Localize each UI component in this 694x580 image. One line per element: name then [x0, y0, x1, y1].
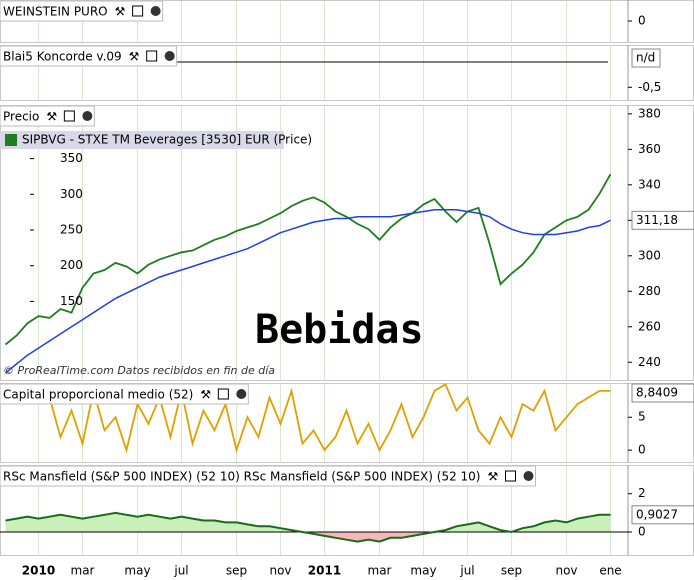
last-value-label: 0,9027 — [636, 507, 678, 521]
x-tick-label: sep — [501, 564, 522, 578]
wrench-icon: ⚒ — [488, 470, 499, 484]
last-value-box — [631, 505, 694, 525]
wrench-icon: ⚒ — [115, 5, 126, 19]
status-label: n/d — [636, 51, 655, 65]
y-tick-label: 0 — [638, 14, 646, 28]
panel-title: WEINSTEIN PURO — [3, 5, 108, 19]
x-tick-label: nov — [555, 564, 577, 578]
panel-title-bg — [0, 45, 178, 67]
y-tick-label: 5 — [638, 410, 646, 424]
y-tick-label: 240 — [638, 355, 661, 369]
window-icon[interactable] — [217, 388, 229, 400]
y-tick-label: 360 — [638, 142, 661, 156]
overlay-tick-label: 250 — [60, 223, 83, 237]
y-tick-label: 380 — [638, 106, 661, 120]
x-tick-label: may — [410, 564, 436, 578]
window-icon[interactable] — [63, 110, 75, 122]
content — [0, 20, 632, 543]
y-tick-label: 0 — [638, 443, 646, 457]
y-tick-label: 340 — [638, 177, 661, 191]
x-tick-label: may — [124, 564, 150, 578]
panel-title: Blai5 Koncorde v.09 — [3, 50, 122, 64]
window-icon[interactable] — [132, 5, 144, 17]
overlay-tick-label: 300 — [60, 187, 83, 201]
close-icon[interactable] — [523, 471, 534, 481]
legend-swatch — [5, 134, 17, 146]
y-tick-label: -0,5 — [638, 80, 661, 94]
close-icon[interactable] — [164, 51, 175, 61]
line — [5, 208, 611, 374]
close-icon[interactable] — [82, 111, 93, 121]
last-value-label: 8,8409 — [636, 386, 678, 400]
status-box — [631, 48, 661, 68]
close-icon[interactable] — [150, 6, 161, 16]
credit: © ProRealTime.com Datos recibidos en fin… — [3, 364, 275, 377]
close-icon[interactable] — [236, 389, 247, 399]
window-icon[interactable] — [146, 50, 158, 62]
wrench-icon: ⚒ — [46, 110, 57, 124]
window-icon[interactable] — [505, 470, 516, 482]
panel-title-bg — [0, 0, 164, 22]
overlay-tick-label: 150 — [60, 294, 83, 308]
overlay-tick-label: 350 — [60, 151, 83, 165]
overlay-tick-label: 200 — [60, 258, 83, 272]
legend-bg — [0, 131, 284, 149]
x-tick-label: jul — [459, 564, 474, 578]
y-tick-label: 280 — [638, 284, 661, 298]
x-tick-label: 2010 — [22, 564, 55, 578]
x-tick-label: jul — [173, 564, 188, 578]
panel-title: RSc Mansfield (S&P 500 INDEX) (52 10) RS… — [3, 470, 481, 484]
panel-title-bg — [0, 465, 536, 487]
last-value-box — [631, 383, 694, 403]
x-tick-label: 2011 — [308, 564, 341, 578]
x-tick-label: mar — [368, 564, 392, 578]
legend-label: SIPBVG - STXE TM Beverages [3530] EUR (P… — [22, 133, 312, 147]
panel-title: Precio — [3, 110, 39, 124]
annotation: Bebidas — [255, 307, 424, 353]
y-tick-label: 260 — [638, 319, 661, 333]
y-tick-label: 0 — [638, 525, 646, 539]
y-tick-label: 300 — [638, 248, 661, 262]
x-tick-label: mar — [71, 564, 95, 578]
x-tick-label: nov — [269, 564, 291, 578]
last-value-box — [631, 210, 694, 230]
panel-title: Capital proporcional medio (52) — [3, 388, 193, 402]
wrench-icon: ⚒ — [129, 50, 140, 64]
area-negative — [302, 532, 435, 542]
area-positive — [5, 512, 611, 533]
x-tick-label: sep — [226, 564, 247, 578]
wrench-icon: ⚒ — [200, 388, 211, 402]
last-value-label: 311,18 — [636, 213, 678, 227]
line — [48, 382, 611, 454]
line — [5, 511, 611, 543]
panel-title-bg — [0, 383, 249, 405]
y-tick-label: 2 — [638, 486, 646, 500]
line — [4, 173, 612, 346]
x-tick-label: ene — [599, 564, 621, 578]
